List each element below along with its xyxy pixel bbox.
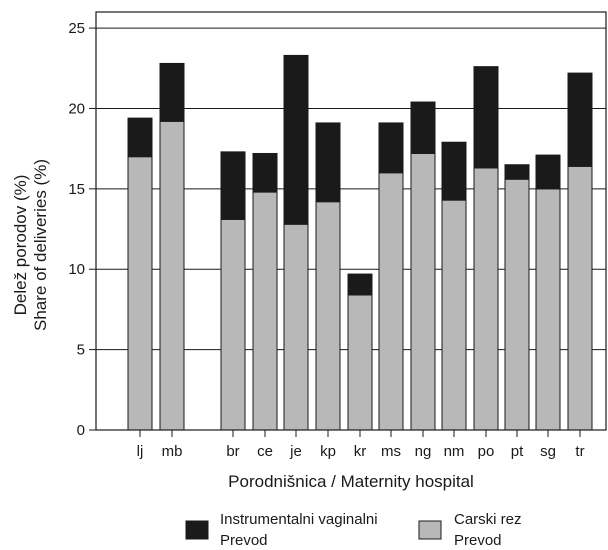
legend-label-cesarean-translation: Prevod [454, 532, 502, 549]
bar-cesarean [504, 178, 530, 431]
legend-label-instrumental: Instrumentalni vaginalni [220, 511, 378, 528]
x-tick-label: kp [320, 443, 336, 460]
x-tick-label: po [478, 443, 495, 460]
x-tick-label: nm [444, 443, 465, 460]
bar-instrumental [378, 122, 404, 174]
bar-cesarean [410, 152, 436, 431]
x-tick-label: je [289, 443, 302, 460]
legend-label-cesarean: Carski rez [454, 511, 522, 528]
bar-instrumental [252, 152, 278, 193]
x-tick-label: lj [137, 443, 144, 460]
y-tick-label: 20 [68, 100, 85, 117]
legend-label-instrumental-translation: Prevod [220, 532, 268, 549]
x-tick-label: mb [162, 443, 183, 460]
bar-cesarean [473, 167, 499, 431]
bar-cesarean [283, 223, 309, 431]
y-axis-title: Delež porodov (%) [11, 175, 30, 316]
bar-cesarean [315, 201, 341, 431]
x-axis-title: Porodnišnica / Maternity hospital [228, 472, 474, 491]
bars [127, 54, 593, 431]
bar-instrumental [127, 117, 153, 158]
x-tick-label: sg [540, 443, 556, 460]
bar-instrumental [347, 273, 373, 296]
bar-cesarean [127, 156, 153, 431]
bar-instrumental [220, 151, 246, 220]
y-tick-label: 25 [68, 20, 85, 37]
x-tick-label: ms [381, 443, 401, 460]
legend: Instrumentalni vaginalni Prevod Carski r… [185, 511, 522, 549]
y-tick-label: 0 [77, 422, 85, 439]
bar-cesarean [159, 120, 185, 431]
bar-instrumental [441, 141, 467, 201]
x-tick-label: ce [257, 443, 273, 460]
x-tick-label: kr [354, 443, 367, 460]
bar-instrumental [410, 101, 436, 154]
x-tick-label: ng [415, 443, 432, 460]
bar-cesarean [567, 165, 593, 431]
y-tick-label: 5 [77, 342, 85, 359]
x-tick-label: tr [575, 443, 584, 460]
x-tick-label: br [226, 443, 239, 460]
bar-cesarean [220, 218, 246, 431]
bar-instrumental [535, 154, 561, 190]
x-ticks: lj mb br ce je kp kr ms ng nm po pt sg tr [137, 430, 585, 460]
bar-cesarean [347, 294, 373, 431]
bar-cesarean [378, 172, 404, 431]
bar-cesarean [535, 188, 561, 431]
bar-instrumental [473, 66, 499, 169]
bar-instrumental [283, 54, 309, 225]
y-axis-title-translation: Share of deliveries (%) [31, 159, 50, 331]
y-tick-label: 10 [68, 261, 85, 278]
plot-frame [95, 11, 607, 431]
bar-cesarean [441, 199, 467, 431]
y-ticks: 0 5 10 15 20 25 [68, 20, 96, 439]
bar-instrumental [159, 62, 185, 122]
x-tick-label: pt [511, 443, 524, 460]
bar-instrumental [504, 164, 530, 180]
bar-instrumental [315, 122, 341, 203]
y-tick-label: 15 [68, 181, 85, 198]
bar-instrumental [567, 72, 593, 167]
bar-cesarean [252, 191, 278, 431]
legend-swatch-cesarean [418, 520, 442, 540]
legend-swatch-instrumental [185, 520, 209, 540]
